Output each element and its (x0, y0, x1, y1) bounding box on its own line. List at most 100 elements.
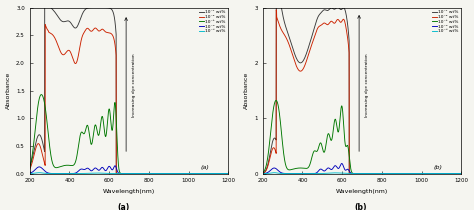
10⁻⁴ wt% (339, 162, 345, 165)
10⁻² wt% (433, 172, 439, 175)
10⁻² wt% (42, 23, 48, 26)
10⁻⁴ wt% (294, 172, 300, 175)
10⁻³ wt% (222, 172, 228, 175)
10⁻¹ wt% (112, 18, 118, 20)
10⁻¹ wt% (355, 172, 360, 175)
10⁻⁵ wt% (433, 172, 439, 175)
10⁻¹ wt% (273, 6, 279, 9)
10⁻⁴ wt% (27, 172, 33, 175)
10⁻¹ wt% (42, 6, 47, 9)
10⁻² wt% (273, 9, 279, 11)
10⁻² wt% (103, 31, 109, 33)
Legend: 10⁻¹ wt%, 10⁻² wt%, 10⁻³ wt%, 10⁻⁴ wt%, 10⁻⁵ wt%: 10⁻¹ wt%, 10⁻² wt%, 10⁻³ wt%, 10⁻⁴ wt%, … (198, 10, 226, 34)
10⁻¹ wt% (201, 172, 206, 175)
10⁻² wt% (455, 172, 461, 175)
10⁻³ wt% (50, 161, 55, 164)
10⁻³ wt% (283, 163, 288, 165)
10⁻⁴ wt% (112, 165, 118, 167)
10⁻⁴ wt% (433, 172, 439, 175)
10⁻² wt% (336, 19, 342, 22)
10⁻⁵ wt% (112, 172, 118, 175)
10⁻¹ wt% (283, 25, 288, 27)
10⁻⁵ wt% (272, 171, 277, 174)
10⁻³ wt% (294, 167, 300, 169)
10⁻³ wt% (260, 171, 265, 174)
10⁻⁵ wt% (62, 172, 67, 175)
10⁻¹ wt% (294, 59, 300, 61)
10⁻² wt% (283, 35, 288, 38)
10⁻² wt% (294, 67, 300, 69)
10⁻¹ wt% (27, 165, 33, 168)
10⁻² wt% (355, 172, 361, 175)
10⁻¹ wt% (455, 172, 461, 175)
10⁻⁵ wt% (103, 172, 109, 175)
10⁻⁵ wt% (283, 172, 288, 175)
10⁻⁵ wt% (345, 172, 350, 175)
10⁻⁴ wt% (61, 172, 67, 175)
10⁻³ wt% (27, 166, 33, 169)
10⁻⁴ wt% (283, 172, 288, 175)
10⁻¹ wt% (336, 7, 342, 9)
10⁻² wt% (112, 41, 118, 43)
Y-axis label: Absorbance: Absorbance (244, 72, 249, 109)
10⁻¹ wt% (50, 8, 55, 10)
10⁻³ wt% (336, 128, 342, 131)
10⁻⁵ wt% (336, 172, 342, 174)
X-axis label: Wavelength(nm): Wavelength(nm) (103, 189, 155, 194)
10⁻⁵ wt% (50, 172, 55, 175)
10⁻³ wt% (345, 144, 350, 147)
10⁻⁴ wt% (112, 164, 118, 167)
10⁻¹ wt% (345, 23, 350, 25)
10⁻⁵ wt% (36, 171, 42, 174)
Text: (b): (b) (433, 165, 442, 170)
10⁻¹ wt% (113, 172, 119, 175)
X-axis label: Wavelength(nm): Wavelength(nm) (336, 189, 388, 194)
Text: (a): (a) (117, 203, 129, 210)
10⁻⁵ wt% (455, 172, 460, 175)
10⁻¹ wt% (260, 172, 265, 175)
10⁻⁵ wt% (27, 172, 33, 175)
Line: 10⁻² wt%: 10⁻² wt% (30, 25, 228, 173)
10⁻² wt% (201, 172, 206, 175)
10⁻² wt% (345, 37, 350, 39)
Text: (a): (a) (200, 165, 209, 170)
10⁻³ wt% (201, 172, 206, 175)
10⁻⁵ wt% (459, 172, 465, 175)
10⁻¹ wt% (103, 6, 109, 9)
10⁻³ wt% (62, 164, 67, 167)
10⁻³ wt% (112, 102, 118, 105)
10⁻¹ wt% (433, 172, 439, 175)
10⁻³ wt% (455, 172, 460, 175)
Y-axis label: Absorbance: Absorbance (6, 72, 10, 109)
10⁻⁴ wt% (222, 172, 228, 175)
10⁻⁵ wt% (294, 172, 300, 175)
10⁻¹ wt% (226, 172, 231, 175)
Text: (b): (b) (354, 203, 366, 210)
10⁻² wt% (222, 172, 228, 175)
10⁻⁵ wt% (226, 172, 231, 175)
10⁻⁴ wt% (415, 172, 420, 175)
10⁻⁴ wt% (455, 172, 461, 175)
Line: 10⁻⁴ wt%: 10⁻⁴ wt% (263, 164, 462, 173)
10⁻⁴ wt% (459, 172, 465, 175)
10⁻¹ wt% (459, 172, 465, 175)
10⁻³ wt% (433, 172, 439, 175)
10⁻⁴ wt% (336, 167, 342, 169)
10⁻⁴ wt% (103, 169, 109, 172)
Legend: 10⁻¹ wt%, 10⁻² wt%, 10⁻³ wt%, 10⁻⁴ wt%, 10⁻⁵ wt%: 10⁻¹ wt%, 10⁻² wt%, 10⁻³ wt%, 10⁻⁴ wt%, … (431, 10, 459, 34)
10⁻⁴ wt% (201, 172, 206, 175)
Line: 10⁻⁴ wt%: 10⁻⁴ wt% (30, 166, 228, 173)
10⁻³ wt% (459, 172, 465, 175)
Line: 10⁻¹ wt%: 10⁻¹ wt% (30, 8, 228, 173)
10⁻³ wt% (226, 172, 231, 175)
10⁻³ wt% (38, 93, 44, 96)
10⁻³ wt% (273, 99, 279, 102)
Line: 10⁻³ wt%: 10⁻³ wt% (263, 100, 462, 173)
Line: 10⁻³ wt%: 10⁻³ wt% (30, 94, 228, 173)
10⁻¹ wt% (62, 20, 67, 23)
Text: Increasing dye concentration: Increasing dye concentration (365, 53, 369, 117)
10⁻² wt% (120, 172, 126, 175)
10⁻⁴ wt% (226, 172, 231, 175)
10⁻⁴ wt% (50, 172, 55, 175)
10⁻² wt% (459, 172, 465, 175)
